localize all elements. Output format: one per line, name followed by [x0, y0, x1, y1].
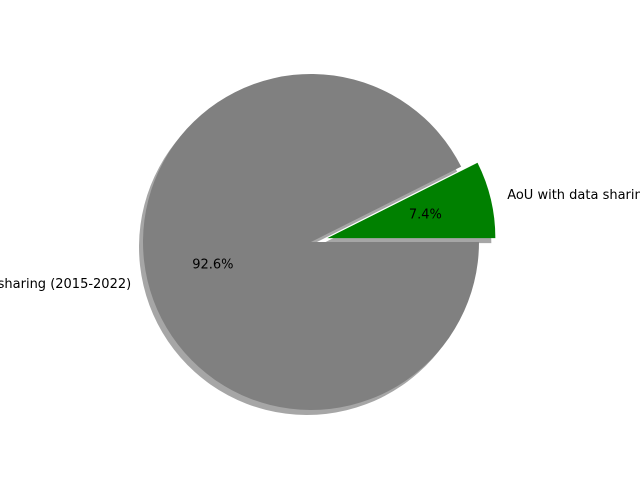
slice-label-main: Other data sharing (2015-2022) [0, 277, 131, 292]
pie-labels: AoU with data sharing (2015-2022) 7.4% Oth… [0, 188, 640, 292]
pie-slice-main [143, 73, 480, 410]
slice-label-exploded: AoU with data sharing (2015-2022) [507, 188, 640, 203]
pie-slice-exploded [327, 162, 496, 239]
slice-percent-main: 92.6% [192, 258, 233, 273]
pie-slices [143, 73, 496, 410]
slice-percent-exploded: 7.4% [409, 207, 442, 222]
